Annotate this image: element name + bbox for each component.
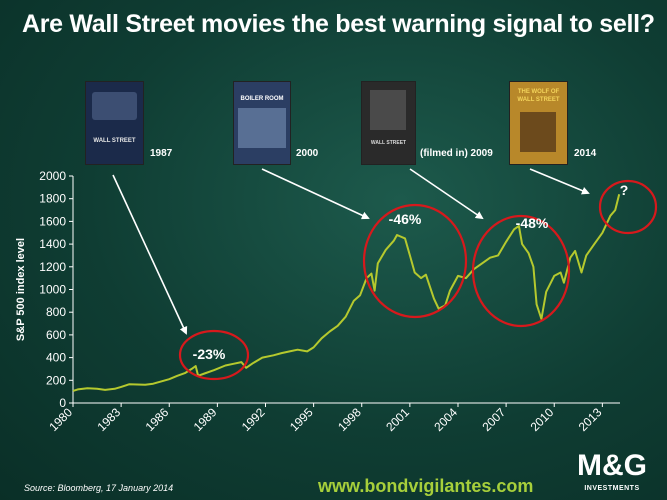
y-tick-label: 2000 bbox=[39, 169, 66, 183]
y-tick-label: 1600 bbox=[39, 214, 66, 228]
y-tick-label: 600 bbox=[46, 328, 66, 342]
year-label-2000: 2000 bbox=[296, 148, 319, 159]
y-tick-label: 200 bbox=[46, 373, 66, 387]
crash-circle-1987 bbox=[178, 329, 250, 381]
year-label-2014: 2014 bbox=[574, 148, 597, 159]
crash-circle-2008 bbox=[471, 214, 571, 328]
x-tick-label: 1983 bbox=[94, 405, 123, 434]
annotation-layer: -23% -46% -48%? bbox=[112, 168, 658, 381]
arrow-2009 bbox=[409, 168, 484, 220]
x-tick-label: 1992 bbox=[239, 405, 268, 434]
x-tick-label: 2007 bbox=[479, 405, 508, 434]
y-tick-label: 1800 bbox=[39, 192, 66, 206]
poster-boiler-room-2000: BOILER ROOM bbox=[233, 81, 291, 165]
arrow-1987 bbox=[112, 174, 188, 335]
poster-title: WALL STREET bbox=[93, 138, 136, 144]
x-tick-label: 1989 bbox=[191, 405, 220, 434]
y-tick-label: 1400 bbox=[39, 237, 66, 251]
current-circle-2014 bbox=[598, 179, 658, 235]
arrow-2000 bbox=[261, 168, 370, 220]
y-tick-label: 0 bbox=[59, 396, 66, 410]
y-tick-label: 1000 bbox=[39, 283, 66, 297]
y-axis-label: S&P 500 index level bbox=[15, 238, 27, 341]
x-tick-label: 2001 bbox=[383, 405, 412, 434]
series-line-sp500 bbox=[72, 193, 621, 392]
y-tick-label: 400 bbox=[46, 351, 66, 365]
axes: 0 200 400 600 800 1000 1200 1400 1600 1800 2000 198… bbox=[15, 169, 620, 434]
x-tick-label: 2010 bbox=[528, 405, 557, 434]
page-title: Are Wall Street movies the best warning … bbox=[22, 10, 655, 38]
x-tick-label: 2013 bbox=[576, 405, 605, 434]
mg-logo: M&G INVESTMENTS bbox=[571, 449, 653, 495]
current-label: ? bbox=[620, 182, 629, 198]
logo-subtitle: INVESTMENTS bbox=[584, 485, 640, 492]
y-tick-label: 1200 bbox=[39, 260, 66, 274]
crash-circle-2000 bbox=[362, 203, 468, 319]
website-url[interactable]: www.bondvigilantes.com bbox=[318, 476, 534, 496]
year-label-1987: 1987 bbox=[150, 148, 173, 159]
series-layer bbox=[72, 193, 621, 392]
crash-label-2008: -48% bbox=[516, 215, 549, 231]
poster-wall-street-1987: WALL STREET bbox=[85, 81, 144, 165]
x-tick-label: 1980 bbox=[46, 405, 75, 434]
x-tick-label: 1986 bbox=[143, 405, 172, 434]
poster-title: THE WOLF OF WALL STREET bbox=[517, 89, 560, 103]
poster-wall-street-2009: WALL STREET bbox=[361, 81, 416, 165]
x-tick-label: 2004 bbox=[431, 405, 460, 434]
y-tick-label: 800 bbox=[46, 305, 66, 319]
logo-mark: M&G bbox=[577, 449, 647, 482]
source-note: Source: Bloomberg, 17 January 2014 bbox=[24, 483, 174, 493]
poster-title: WALL STREET bbox=[370, 140, 407, 146]
year-label-2009: (filmed in) 2009 bbox=[420, 148, 493, 159]
x-tick-label: 1998 bbox=[335, 405, 364, 434]
crash-label-1987: -23% bbox=[193, 346, 226, 362]
poster-wolf-of-wall-street-2014: THE WOLF OF WALL STREET bbox=[509, 81, 568, 165]
poster-title: BOILER ROOM bbox=[240, 96, 284, 102]
arrow-2014 bbox=[529, 168, 590, 195]
crash-label-2000: -46% bbox=[389, 211, 422, 227]
x-tick-label: 1995 bbox=[287, 405, 316, 434]
